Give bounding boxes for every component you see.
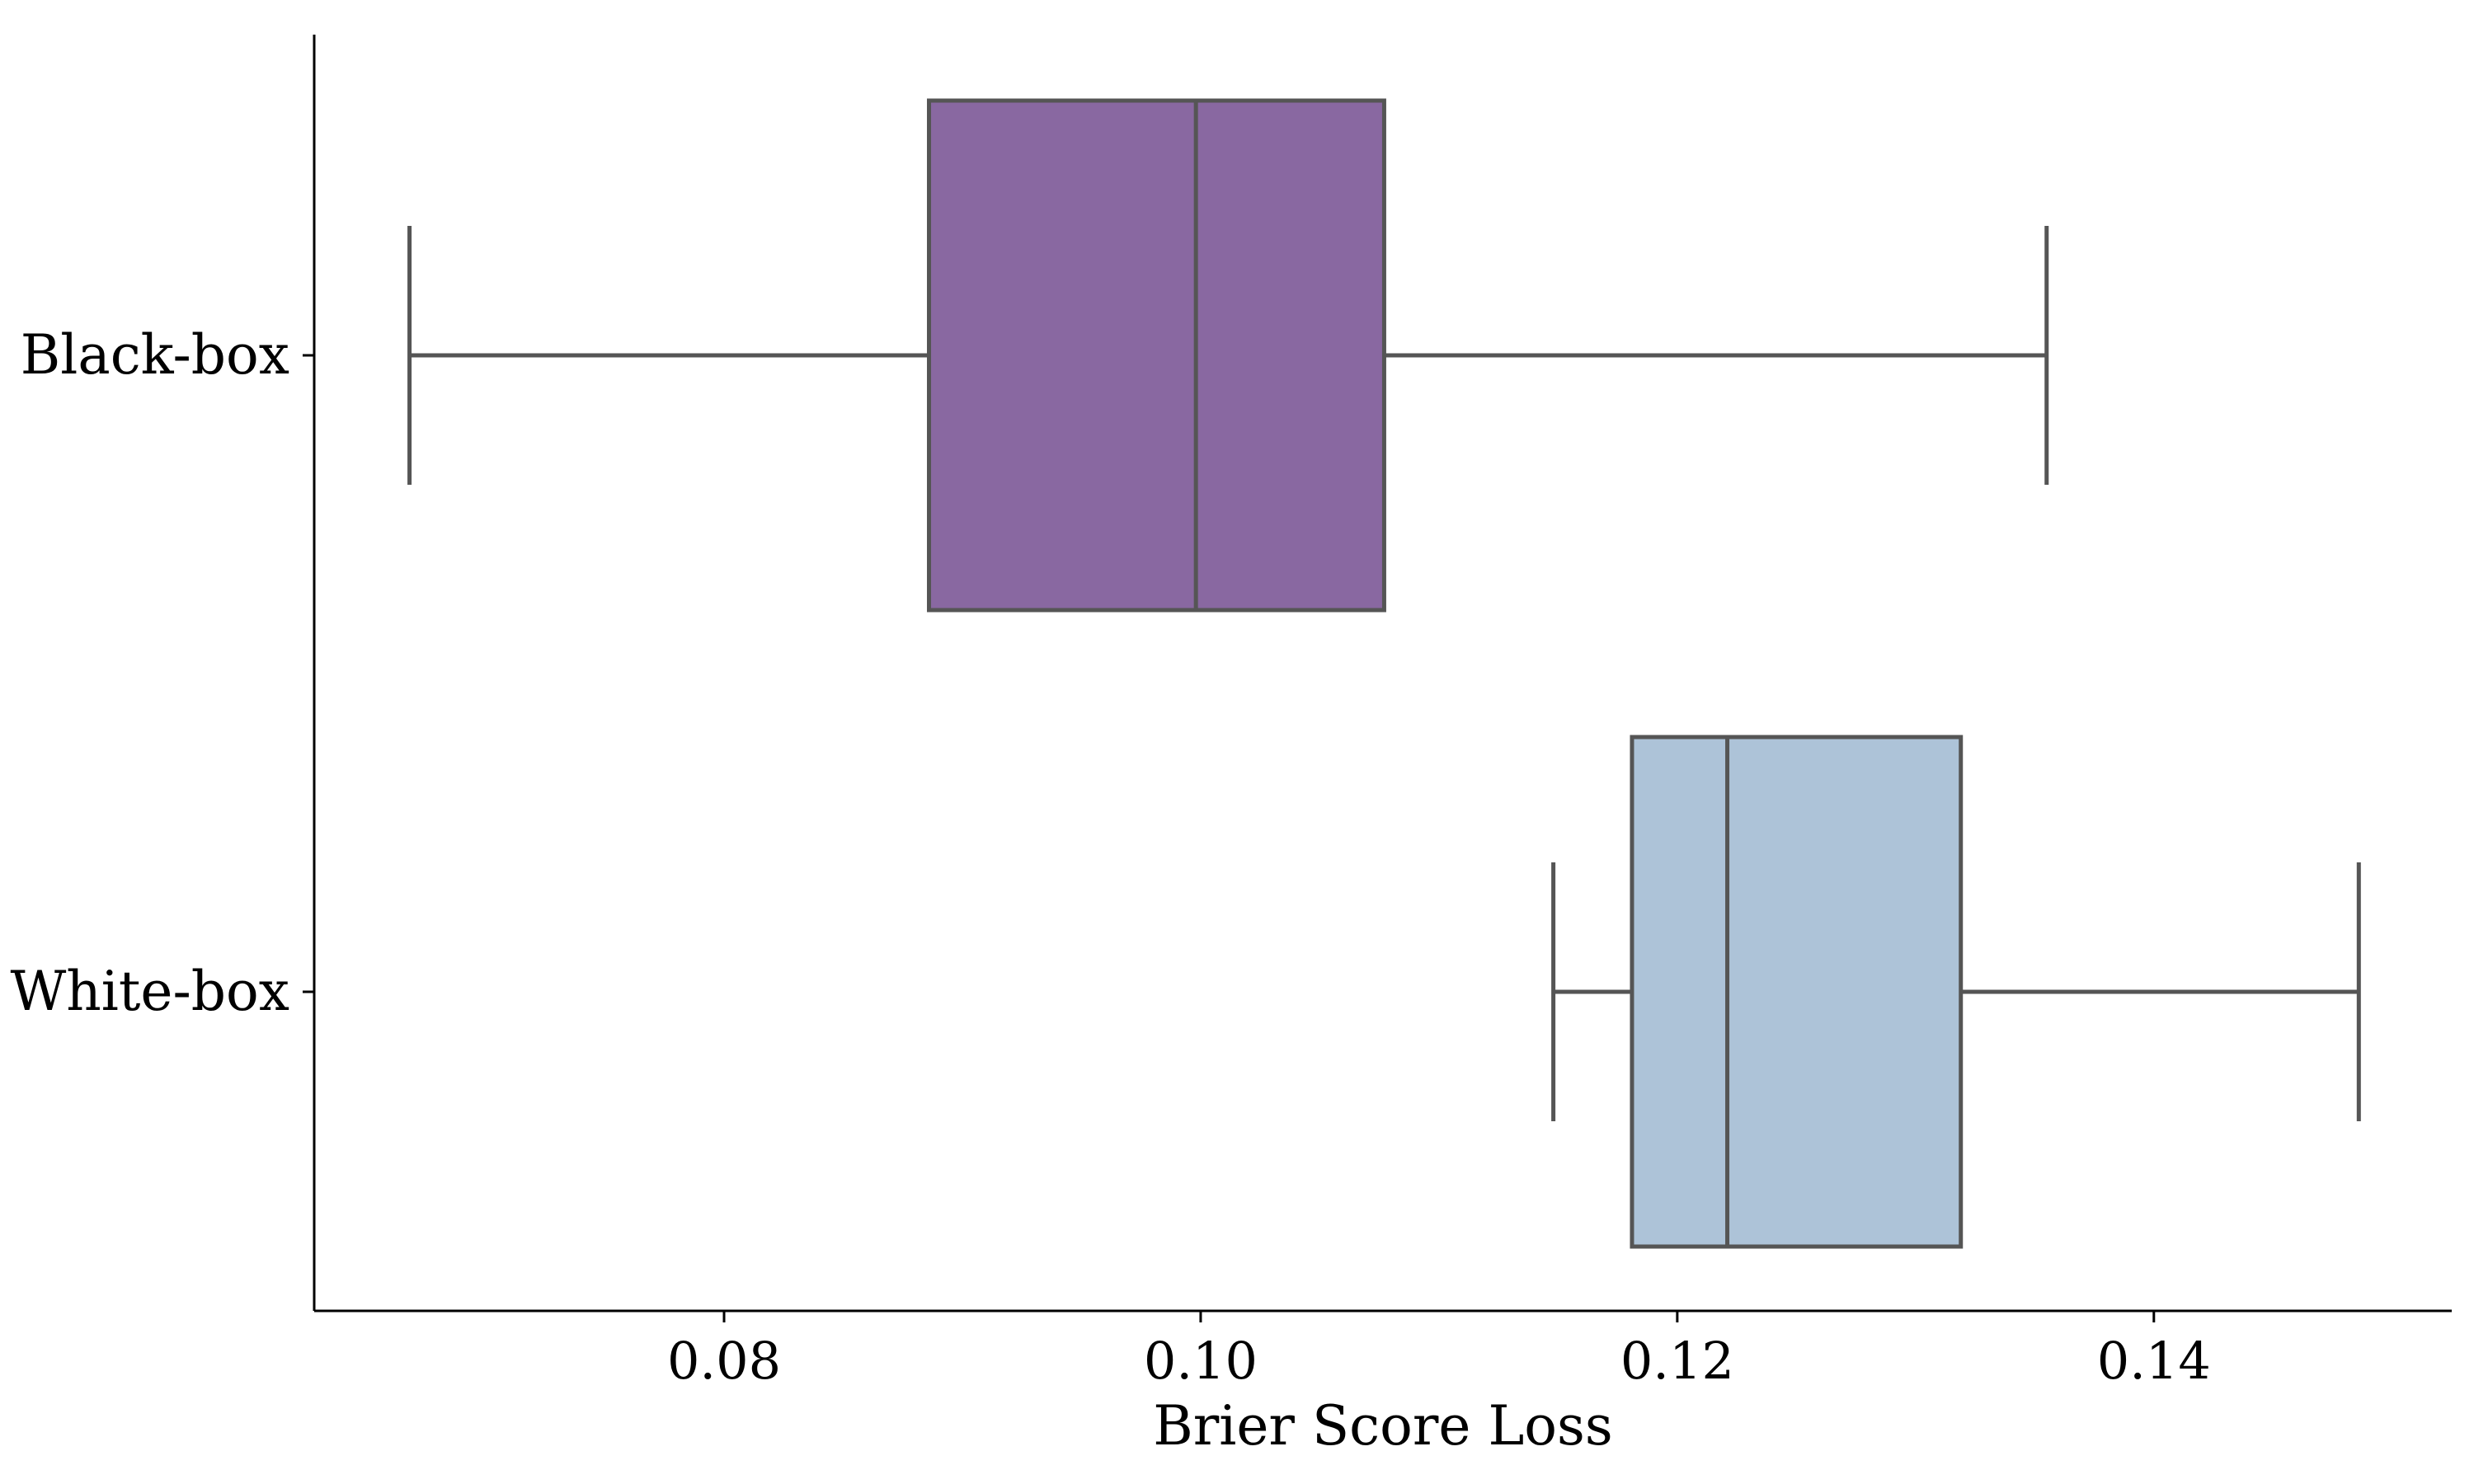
y-tick-label-white-box: White-box [10,960,289,1023]
axes-layer: Black-box White-box 0.08 0.10 0.12 0.14 [10,35,2452,1391]
box-group-white-box [1551,735,2361,1249]
x-axis-label: Brier Score Loss [1153,1394,1613,1458]
x-tick-label: 0.10 [1144,1331,1258,1391]
y-tick-label-black-box: Black-box [21,323,289,387]
box-white-box [1630,735,1964,1249]
x-tick-label: 0.12 [1620,1331,1734,1391]
box-black-box [927,98,1386,613]
x-tick-label: 0.14 [2097,1331,2211,1391]
boxes-layer [407,98,2361,1249]
x-tick-label: 0.08 [667,1331,781,1391]
box-group-black-box [407,98,2049,613]
